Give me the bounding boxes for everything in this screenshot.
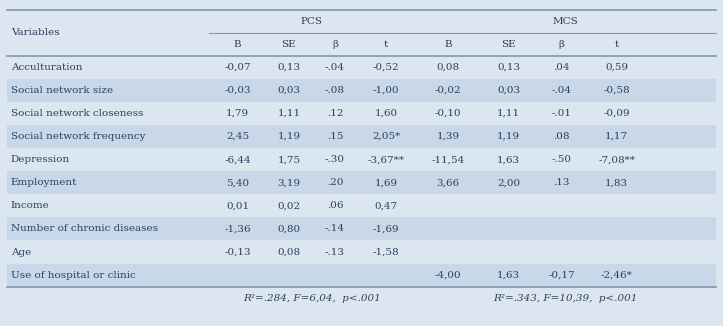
Text: 2,45: 2,45	[226, 132, 249, 141]
Text: 1,11: 1,11	[497, 109, 520, 118]
Text: 1,69: 1,69	[375, 178, 398, 187]
Text: -0,03: -0,03	[224, 86, 251, 95]
Text: 0,01: 0,01	[226, 201, 249, 210]
Text: Employment: Employment	[11, 178, 77, 187]
Text: .15: .15	[327, 132, 343, 141]
Text: MCS: MCS	[552, 17, 578, 26]
Text: -.01: -.01	[552, 109, 572, 118]
Text: β: β	[332, 40, 338, 49]
Text: R²=.343, F=10,39,  p<.001: R²=.343, F=10,39, p<.001	[493, 294, 638, 303]
Text: -.30: -.30	[325, 155, 345, 164]
Text: 2,00: 2,00	[497, 178, 520, 187]
Text: 1,75: 1,75	[278, 155, 301, 164]
Text: -1,58: -1,58	[373, 247, 400, 257]
Text: 5,40: 5,40	[226, 178, 249, 187]
Text: 0,08: 0,08	[437, 63, 460, 72]
Text: 2,05*: 2,05*	[372, 132, 401, 141]
Text: 1,39: 1,39	[437, 132, 460, 141]
Text: -.14: -.14	[325, 225, 345, 233]
Text: PCS: PCS	[301, 17, 323, 26]
Text: -4,00: -4,00	[435, 271, 461, 280]
Text: -.08: -.08	[325, 86, 345, 95]
Text: 1,63: 1,63	[497, 155, 520, 164]
Text: .04: .04	[553, 63, 570, 72]
Text: -2,46*: -2,46*	[601, 271, 633, 280]
Bar	[7, 217, 716, 241]
Text: R²=.284, F=6,04,  p<.001: R²=.284, F=6,04, p<.001	[243, 294, 381, 303]
Text: B: B	[445, 40, 452, 49]
Text: 1,83: 1,83	[605, 178, 628, 187]
Text: -0,02: -0,02	[435, 86, 461, 95]
Text: -.50: -.50	[552, 155, 572, 164]
Text: β: β	[559, 40, 565, 49]
Bar	[7, 56, 716, 79]
Text: 1,63: 1,63	[497, 271, 520, 280]
Text: 0,13: 0,13	[278, 63, 301, 72]
Text: .06: .06	[327, 201, 343, 210]
Text: 1,17: 1,17	[605, 132, 628, 141]
Text: Age: Age	[11, 247, 31, 257]
Text: -7,08**: -7,08**	[598, 155, 635, 164]
Text: .20: .20	[327, 178, 343, 187]
Text: 3,19: 3,19	[278, 178, 301, 187]
Text: -3,67**: -3,67**	[368, 155, 405, 164]
Text: 0,13: 0,13	[497, 63, 520, 72]
Bar	[7, 79, 716, 102]
Bar	[7, 263, 716, 287]
Text: -1,69: -1,69	[373, 225, 400, 233]
Text: Income: Income	[11, 201, 50, 210]
Bar	[7, 241, 716, 263]
Text: Social network size: Social network size	[11, 86, 113, 95]
Text: -11,54: -11,54	[432, 155, 465, 164]
Bar	[7, 194, 716, 217]
Text: 1,79: 1,79	[226, 109, 249, 118]
Text: 3,66: 3,66	[437, 178, 460, 187]
Text: Acculturation: Acculturation	[11, 63, 82, 72]
Text: 1,11: 1,11	[278, 109, 301, 118]
Text: Use of hospital or clinic: Use of hospital or clinic	[11, 271, 136, 280]
Text: 1,60: 1,60	[375, 109, 398, 118]
Text: -.04: -.04	[325, 63, 345, 72]
Text: .12: .12	[327, 109, 343, 118]
Bar	[7, 171, 716, 194]
Text: 0,03: 0,03	[278, 86, 301, 95]
Text: -1,00: -1,00	[373, 86, 400, 95]
Text: -.04: -.04	[552, 86, 572, 95]
Text: Number of chronic diseases: Number of chronic diseases	[11, 225, 158, 233]
Text: -0,17: -0,17	[548, 271, 575, 280]
Text: SE: SE	[281, 40, 296, 49]
Text: -0,13: -0,13	[224, 247, 251, 257]
Bar	[7, 148, 716, 171]
Text: .08: .08	[553, 132, 570, 141]
Text: Social network closeness: Social network closeness	[11, 109, 143, 118]
Text: 0,47: 0,47	[375, 201, 398, 210]
Text: -1,36: -1,36	[224, 225, 251, 233]
Text: -.13: -.13	[325, 247, 345, 257]
Text: Variables: Variables	[11, 28, 59, 37]
Text: 1,19: 1,19	[278, 132, 301, 141]
Text: -0,09: -0,09	[603, 109, 630, 118]
Text: 0,80: 0,80	[278, 225, 301, 233]
Text: Depression: Depression	[11, 155, 70, 164]
Text: -0,52: -0,52	[373, 63, 400, 72]
Text: 0,02: 0,02	[278, 201, 301, 210]
Bar	[7, 125, 716, 148]
Text: SE: SE	[501, 40, 515, 49]
Text: 0,08: 0,08	[278, 247, 301, 257]
Text: -6,44: -6,44	[224, 155, 251, 164]
Text: -0,07: -0,07	[224, 63, 251, 72]
Text: t: t	[384, 40, 388, 49]
Bar	[7, 102, 716, 125]
Text: 1,19: 1,19	[497, 132, 520, 141]
Text: 0,59: 0,59	[605, 63, 628, 72]
Text: 0,03: 0,03	[497, 86, 520, 95]
Text: .13: .13	[553, 178, 570, 187]
Text: t: t	[615, 40, 619, 49]
Text: B: B	[234, 40, 241, 49]
Text: -0,58: -0,58	[603, 86, 630, 95]
Text: Social network frequency: Social network frequency	[11, 132, 145, 141]
Text: -0,10: -0,10	[435, 109, 461, 118]
